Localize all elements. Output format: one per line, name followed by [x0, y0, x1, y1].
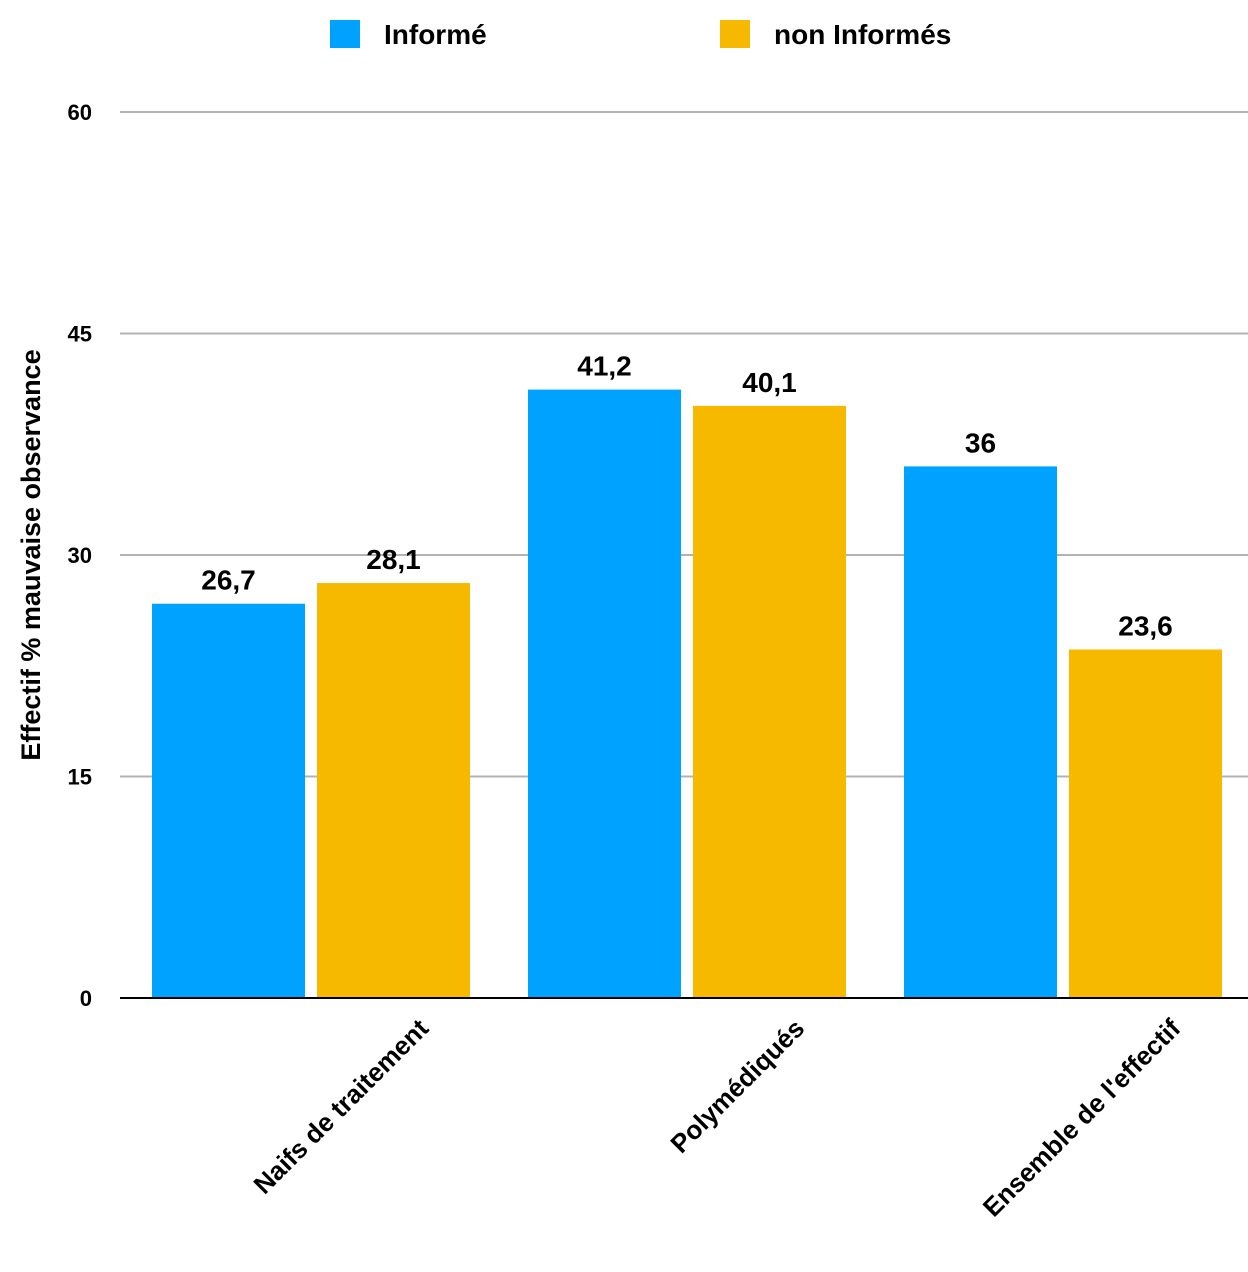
legend-swatch-non-informes [720, 20, 750, 48]
legend: Informé non Informés [330, 19, 951, 50]
legend-label: non Informés [774, 19, 951, 50]
data-label: 40,1 [742, 367, 797, 398]
y-axis-ticks: 0 15 30 45 60 [68, 100, 92, 1011]
data-label: 41,2 [577, 351, 632, 382]
bar-informe-2 [904, 466, 1057, 998]
data-label: 23,6 [1118, 611, 1173, 642]
y-tick-label: 15 [68, 765, 92, 790]
y-axis-label: Effectif % mauvaise observance [16, 349, 46, 760]
y-tick-label: 30 [68, 543, 92, 568]
data-label: 26,7 [201, 565, 256, 596]
y-tick-label: 0 [80, 986, 92, 1011]
data-label: 28,1 [366, 544, 421, 575]
x-tick-label: Naifs de traitement [248, 1013, 435, 1200]
bar-non-informes-2 [1069, 649, 1222, 998]
data-labels: 26,7 28,1 41,2 40,1 36 23,6 [201, 351, 1173, 642]
gridlines [120, 111, 1248, 778]
bar-non-informes-0 [317, 583, 470, 998]
y-tick-label: 45 [68, 322, 92, 347]
bar-informe-0 [152, 603, 305, 998]
bars [152, 389, 1222, 998]
legend-swatch-informe [330, 20, 360, 48]
y-tick-label: 60 [68, 100, 92, 125]
bar-informe-1 [528, 389, 681, 998]
x-tick-label: Polymédiqués [664, 1013, 810, 1159]
bar-non-informes-1 [693, 405, 846, 998]
data-label: 36 [965, 427, 996, 458]
x-axis-categories: Naifs de traitement Polymédiqués Ensemble … [248, 1013, 1187, 1223]
x-tick-label: Ensemble de l'effectif [977, 1013, 1187, 1223]
legend-label: Informé [384, 19, 487, 50]
